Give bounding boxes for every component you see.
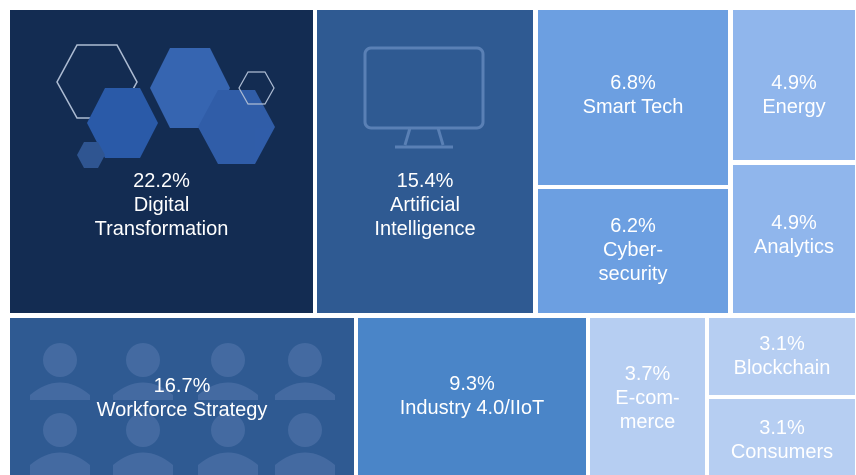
- value-label: 3.7%: [624, 363, 671, 385]
- tile: [590, 318, 705, 475]
- category-label: Consumers: [730, 441, 834, 463]
- hexagon-icon: [56, 44, 275, 168]
- tile: [317, 10, 533, 313]
- tile: [10, 10, 313, 313]
- tile-label: 3.1% Blockchain: [709, 332, 855, 380]
- category-label: Blockchain: [733, 357, 831, 379]
- tile-label: 9.3% Industry 4.0/IIoT: [358, 372, 586, 420]
- tile-label: 4.9% Energy: [733, 71, 855, 119]
- people-icon: [30, 343, 335, 475]
- value-label: 6.8%: [610, 72, 656, 94]
- tile: [733, 10, 855, 160]
- tile-label: 3.1% Consumers: [709, 416, 855, 464]
- category-label: E-com- merce: [615, 387, 680, 433]
- value-label: 3.1%: [759, 333, 805, 355]
- tile-label: 16.7% Workforce Strategy: [10, 374, 354, 422]
- tile-label: 15.4% Artificial Intelligence: [317, 169, 533, 241]
- category-label: Workforce Strategy: [96, 399, 268, 421]
- tile-label: 4.9% Analytics: [733, 211, 855, 259]
- tile-label: 22.2% Digital Transformation: [10, 169, 313, 241]
- tile-label: 3.7% E-com- merce: [590, 362, 705, 434]
- category-label: Industry 4.0/IIoT: [399, 397, 545, 419]
- category-label: Energy: [762, 96, 826, 118]
- tile: [733, 165, 855, 313]
- tile-label: 6.2% Cyber- security: [538, 214, 728, 286]
- value-label: 9.3%: [449, 373, 495, 395]
- tile: [538, 189, 728, 313]
- value-label: 16.7%: [153, 375, 211, 397]
- tile: [709, 399, 855, 475]
- value-label: 4.9%: [771, 72, 817, 94]
- category-label: Digital Transformation: [94, 194, 229, 240]
- monitor-icon: [363, 46, 485, 149]
- tile: [538, 10, 728, 185]
- category-label: Smart Tech: [582, 96, 684, 118]
- tile: [709, 318, 855, 395]
- value-label: 6.2%: [610, 215, 656, 237]
- tile: [358, 318, 586, 475]
- value-label: 3.1%: [759, 417, 805, 439]
- category-label: Analytics: [753, 236, 835, 258]
- category-label: Artificial Intelligence: [374, 194, 476, 240]
- tile-label: 6.8% Smart Tech: [538, 71, 728, 119]
- value-label: 15.4%: [396, 170, 454, 192]
- value-label: 4.9%: [771, 212, 817, 234]
- value-label: 22.2%: [133, 170, 190, 192]
- category-label: Cyber- security: [598, 239, 668, 285]
